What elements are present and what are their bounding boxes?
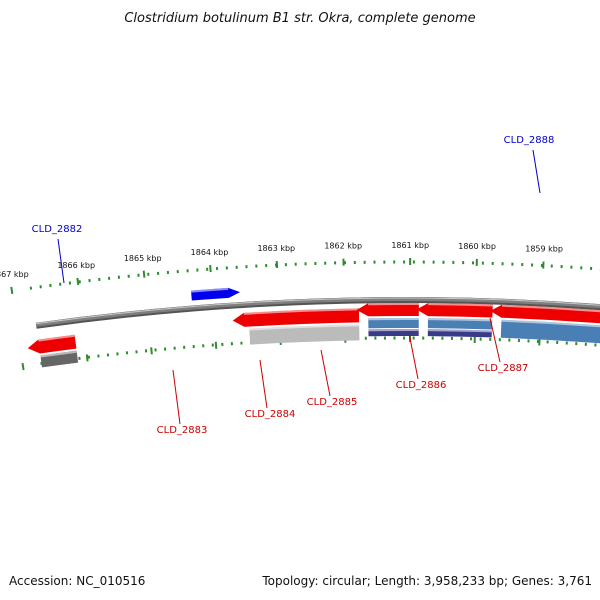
leader-line	[532, 149, 541, 194]
tick-label: 1863 kbp	[257, 244, 295, 253]
tick-label: 1861 kbp	[391, 241, 429, 250]
gene-features	[27, 287, 600, 368]
band-cld-2886-highlight	[501, 319, 600, 328]
genome-backbone	[35, 296, 600, 329]
gene-cld-2885-arrow	[416, 303, 493, 318]
outer-tick-ring	[10, 258, 600, 295]
band-cld-2885-highlight	[427, 318, 493, 322]
band-cld-2885	[427, 318, 493, 330]
gene-label-cld-2885: CLD_2885	[307, 397, 358, 408]
accession-text: Accession: NC_010516	[9, 574, 146, 588]
band-cld-2883	[249, 324, 360, 345]
leader-line	[320, 349, 331, 397]
tick-label: 1866 kbp	[57, 261, 95, 270]
backbone-arc	[35, 296, 600, 327]
major-tick	[21, 362, 25, 371]
major-tick	[209, 264, 212, 273]
tick-label: 1860 kbp	[458, 242, 496, 251]
major-tick	[214, 341, 218, 349]
tick-label: 1865 kbp	[124, 254, 162, 263]
band-cld-2884	[368, 318, 419, 329]
major-tick	[150, 347, 153, 355]
band-cld-2886	[500, 319, 600, 344]
band-cld-2883-highlight	[249, 324, 360, 331]
gene-left-red-arrow	[27, 334, 77, 354]
major-tick	[142, 270, 146, 278]
gene-label-cld-2882: CLD_2882	[32, 224, 83, 235]
major-tick	[10, 286, 14, 295]
major-tick	[85, 354, 89, 362]
tick-labels: 1859 kbp 1860 kbp 1861 kbp 1862 kbp 1863 kbp…	[0, 241, 563, 279]
gene-label-cld-2886: CLD_2886	[396, 380, 447, 391]
major-tick	[76, 277, 80, 286]
gene-label-cld-2884: CLD_2884	[245, 409, 296, 420]
tick-label: 1864 kbp	[191, 248, 229, 257]
gene-cld-2884-arrow	[356, 303, 419, 317]
topology-text: Topology: circular; Length: 3,958,233 bp…	[262, 574, 592, 588]
band-cld-2885-dark-highlight	[427, 329, 492, 333]
leader-line	[172, 369, 181, 425]
tick-label: 1867 kbp	[0, 270, 29, 279]
label-leader-lines	[57, 149, 541, 425]
backbone-highlight	[35, 297, 600, 325]
gene-label-cld-2887: CLD_2887	[478, 363, 529, 374]
leader-line	[57, 238, 65, 284]
map-title: Clostridium botulinum B1 str. Okra, comp…	[124, 11, 475, 26]
gene-label-cld-2883: CLD_2883	[157, 425, 208, 436]
gene-cld-2885-arrow-highlight	[428, 303, 493, 307]
gene-labels: CLD_2882 CLD_2883 CLD_2884 CLD_2885 CLD_2886…	[32, 135, 555, 436]
gene-left-red-arrow-highlight	[38, 334, 75, 342]
leader-line	[259, 359, 268, 409]
leader-line	[408, 332, 419, 380]
gene-label-cld-2888: CLD_2888	[504, 135, 555, 146]
gene-cld-2882-arrow-highlight	[191, 287, 229, 293]
tick-label: 1859 kbp	[525, 245, 563, 254]
gene-cld-2886-arrow-highlight	[501, 304, 600, 313]
band-left-gray-highlight	[40, 350, 77, 358]
tick-label: 1862 kbp	[324, 242, 362, 251]
leader-line	[489, 317, 501, 363]
